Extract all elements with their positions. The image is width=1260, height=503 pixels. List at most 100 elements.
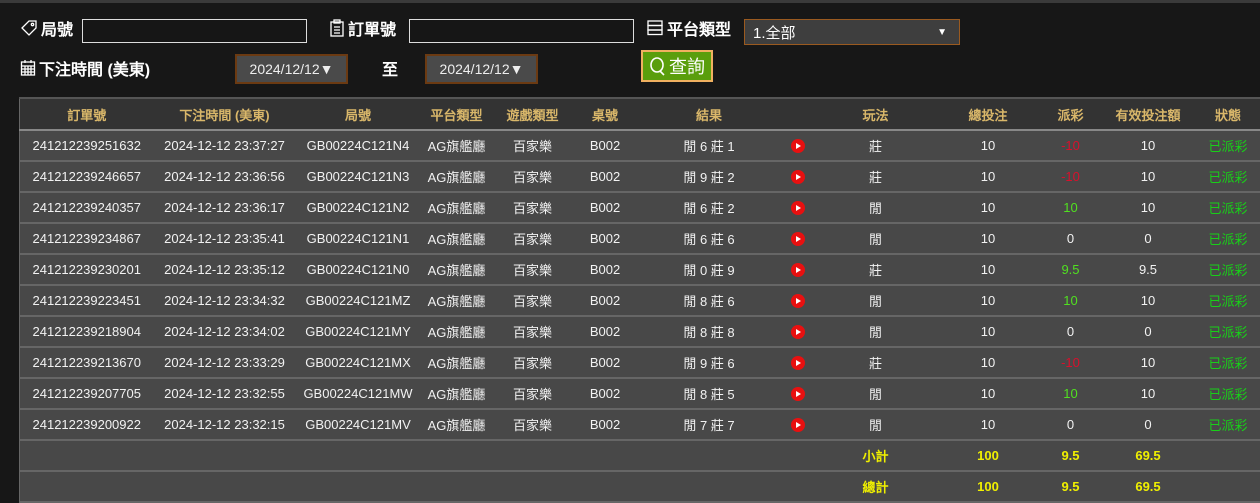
- play-icon[interactable]: [791, 201, 805, 215]
- play-icon[interactable]: [791, 356, 805, 370]
- payout: 9.5: [1041, 254, 1101, 285]
- bet-time: 2024-12-12 23:34:32: [154, 285, 296, 316]
- game-type: 百家樂: [493, 316, 573, 347]
- clipboard-icon: [329, 19, 345, 37]
- replay-cell: [781, 347, 816, 378]
- game-type: 百家樂: [493, 192, 573, 223]
- bet-type: 莊: [816, 254, 936, 285]
- status: 已派彩: [1196, 285, 1260, 316]
- column-header: 下注時間 (美東): [154, 98, 296, 130]
- search-button[interactable]: 查詢: [641, 50, 713, 82]
- table-number: B002: [573, 254, 638, 285]
- play-icon[interactable]: [791, 263, 805, 277]
- bet-type: 閒: [816, 316, 936, 347]
- platform: AG旗艦廳: [421, 316, 493, 347]
- total-label: 小計: [816, 440, 936, 471]
- platform: AG旗艦廳: [421, 254, 493, 285]
- round-number: GB00224C121MY: [296, 316, 421, 347]
- table-header-row: 訂單號下注時間 (美東)局號平台類型遊戲類型桌號結果玩法總投注派彩有效投注額狀態: [20, 98, 1260, 130]
- column-header: 結果: [638, 98, 781, 130]
- status: 已派彩: [1196, 347, 1260, 378]
- bet-time: 2024-12-12 23:32:55: [154, 378, 296, 409]
- round-input[interactable]: [82, 19, 307, 43]
- play-icon[interactable]: [791, 232, 805, 246]
- table-number: B002: [573, 409, 638, 440]
- replay-cell: [781, 161, 816, 192]
- bet-records-table: 訂單號下注時間 (美東)局號平台類型遊戲類型桌號結果玩法總投注派彩有效投注額狀態…: [19, 97, 1260, 503]
- play-icon[interactable]: [791, 139, 805, 153]
- order-input[interactable]: [409, 19, 634, 43]
- order-number: 241212239200922: [20, 409, 154, 440]
- payout: -10: [1041, 161, 1101, 192]
- bet-time: 2024-12-12 23:35:12: [154, 254, 296, 285]
- table-number: B002: [573, 285, 638, 316]
- platform: AG旗艦廳: [421, 223, 493, 254]
- play-icon[interactable]: [791, 294, 805, 308]
- play-icon[interactable]: [791, 418, 805, 432]
- game-type: 百家樂: [493, 223, 573, 254]
- column-header: 派彩: [1041, 98, 1101, 130]
- total-bet: 10: [936, 285, 1041, 316]
- search-icon: [649, 56, 667, 76]
- bet-type: 閒: [816, 223, 936, 254]
- platform: AG旗艦廳: [421, 161, 493, 192]
- total-bet: 10: [936, 254, 1041, 285]
- result: 閒 6 莊 2: [638, 192, 781, 223]
- replay-cell: [781, 316, 816, 347]
- bet-time: 2024-12-12 23:33:29: [154, 347, 296, 378]
- column-header: 有效投注額: [1101, 98, 1196, 130]
- valid-bet: 0: [1101, 409, 1196, 440]
- play-icon[interactable]: [791, 325, 805, 339]
- tag-icon: [20, 19, 38, 37]
- platform: AG旗艦廳: [421, 285, 493, 316]
- result: 閒 9 莊 6: [638, 347, 781, 378]
- round-number: GB00224C121N2: [296, 192, 421, 223]
- game-type: 百家樂: [493, 254, 573, 285]
- result: 閒 8 莊 5: [638, 378, 781, 409]
- table-number: B002: [573, 347, 638, 378]
- play-icon[interactable]: [791, 387, 805, 401]
- result: 閒 8 莊 6: [638, 285, 781, 316]
- platform: AG旗艦廳: [421, 130, 493, 161]
- replay-cell: [781, 254, 816, 285]
- game-type: 百家樂: [493, 130, 573, 161]
- valid-bet: 9.5: [1101, 254, 1196, 285]
- valid-bet: 10: [1101, 161, 1196, 192]
- valid-bet: 69.5: [1101, 440, 1196, 471]
- game-type: 百家樂: [493, 378, 573, 409]
- to-label: 至: [382, 56, 398, 80]
- bet-type: 莊: [816, 130, 936, 161]
- platform-select[interactable]: 1.全部 ▼: [744, 19, 960, 45]
- bet-time: 2024-12-12 23:34:02: [154, 316, 296, 347]
- status: 已派彩: [1196, 378, 1260, 409]
- payout: 0: [1041, 223, 1101, 254]
- status: 已派彩: [1196, 192, 1260, 223]
- platform: AG旗艦廳: [421, 378, 493, 409]
- valid-bet: 10: [1101, 285, 1196, 316]
- bet-type: 閒: [816, 192, 936, 223]
- valid-bet: 10: [1101, 130, 1196, 161]
- platform: AG旗艦廳: [421, 409, 493, 440]
- status: 已派彩: [1196, 223, 1260, 254]
- column-header: 總投注: [936, 98, 1041, 130]
- status: 已派彩: [1196, 254, 1260, 285]
- total-bet: 10: [936, 192, 1041, 223]
- result: 閒 0 莊 9: [638, 254, 781, 285]
- total-bet: 10: [936, 223, 1041, 254]
- play-icon[interactable]: [791, 170, 805, 184]
- empty-cell: [20, 471, 816, 502]
- valid-bet: 0: [1101, 316, 1196, 347]
- empty-cell: [1196, 471, 1260, 502]
- round-number: GB00224C121N3: [296, 161, 421, 192]
- date-from-select[interactable]: 2024/12/12▼: [235, 54, 348, 84]
- total-bet: 100: [936, 440, 1041, 471]
- payout: 9.5: [1041, 440, 1101, 471]
- order-label: 訂單號: [329, 16, 396, 40]
- date-to-select[interactable]: 2024/12/12▼: [425, 54, 538, 84]
- empty-cell: [1196, 440, 1260, 471]
- table-number: B002: [573, 316, 638, 347]
